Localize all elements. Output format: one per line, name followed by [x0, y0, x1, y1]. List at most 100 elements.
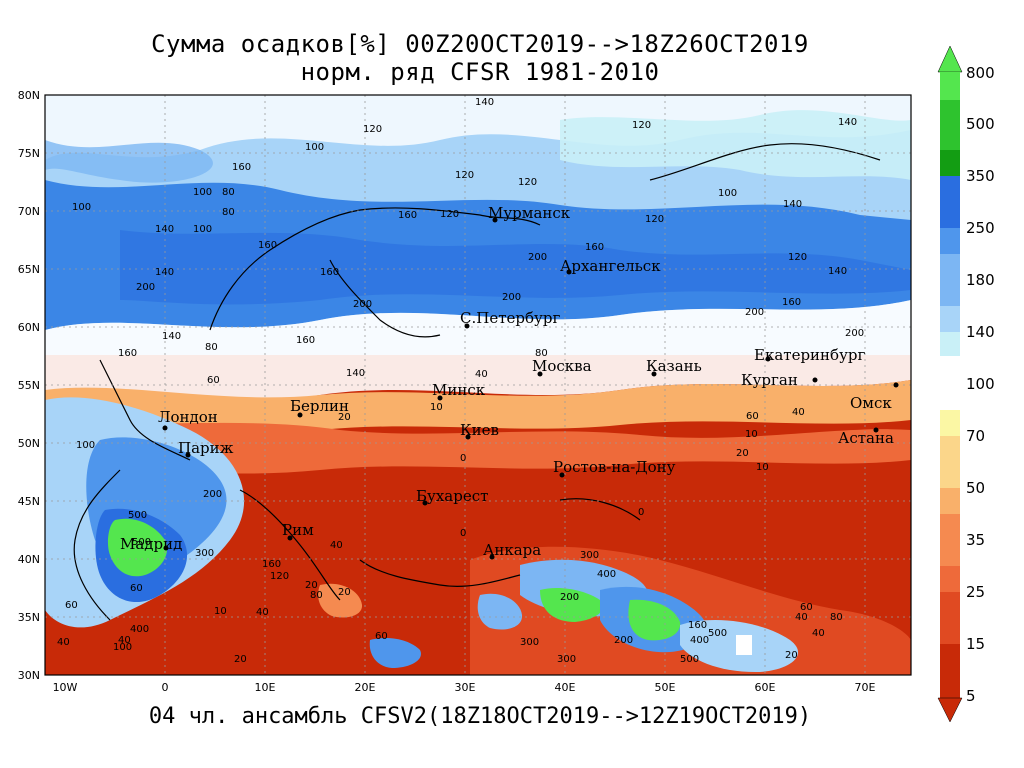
- colorbar-label: 25: [966, 583, 985, 601]
- contour-label: 20: [338, 587, 351, 598]
- contour-labels: 140 120 100 120 160 120 100 140 120 100 …: [57, 97, 864, 665]
- colorbar-label: 70: [966, 427, 985, 445]
- lat-tick-label: 35N: [18, 611, 40, 624]
- city-label: Минск: [432, 381, 486, 399]
- colorbar-label: 800: [966, 64, 995, 82]
- colorbar-bottom-arrow: [937, 697, 963, 723]
- contour-label: 400: [690, 635, 709, 646]
- contour-label: 500: [128, 510, 147, 521]
- contour-label: 160: [782, 297, 801, 308]
- lat-tick-label: 55N: [18, 379, 40, 392]
- contour-label: 200: [528, 252, 547, 263]
- lon-tick-label: 40E: [555, 681, 576, 694]
- contour-label: 500: [132, 537, 151, 548]
- contour-label: 100: [718, 188, 737, 199]
- contour-label: 160: [398, 210, 417, 221]
- contour-label: 40: [795, 612, 808, 623]
- contour-label: 160: [118, 348, 137, 359]
- contour-label: 40: [118, 635, 131, 646]
- contour-label: 20: [785, 650, 798, 661]
- colorbar-label: 500: [966, 115, 995, 133]
- contour-label: 60: [207, 375, 220, 386]
- lon-tick-label: 50E: [655, 681, 676, 694]
- lon-tick-label: 0: [162, 681, 169, 694]
- city-label: Рим: [282, 521, 314, 539]
- contour-label: 200: [560, 592, 579, 603]
- contour-label: 140: [838, 117, 857, 128]
- city-label: Астана: [838, 429, 894, 447]
- contour-label: 120: [363, 124, 382, 135]
- contour-label: 80: [205, 342, 218, 353]
- lat-tick-label: 50N: [18, 437, 40, 450]
- lon-tick-label: 10W: [53, 681, 78, 694]
- contour-label: 100: [193, 224, 212, 235]
- lon-tick-label: 10E: [255, 681, 276, 694]
- contour-label: 40: [256, 607, 269, 618]
- contour-label: 140: [475, 97, 494, 108]
- city-label: Анкара: [483, 541, 541, 559]
- colorbar-swatch: [940, 254, 960, 306]
- map-title-line-2: норм. ряд CFSR 1981-2010: [300, 58, 660, 86]
- contour-label: 160: [688, 620, 707, 631]
- colorbar-label: 140: [966, 323, 995, 341]
- colorbar-swatch: [940, 150, 960, 176]
- contour-label: 300: [557, 654, 576, 665]
- lat-lon-grid: [45, 95, 911, 675]
- contour-label: 10: [214, 606, 227, 617]
- city-label: Курган: [741, 371, 798, 389]
- contour-label: 160: [296, 335, 315, 346]
- latitude-axis: 80N 75N 70N 65N 60N 55N 50N 45N 40N 35N …: [18, 89, 40, 682]
- contour-label: 10: [745, 429, 758, 440]
- contour-label: 400: [597, 569, 616, 580]
- colorbar-label: 35: [966, 531, 985, 549]
- city-label: Мурманск: [488, 204, 571, 222]
- lon-tick-label: 70E: [855, 681, 876, 694]
- contour-label: 40: [57, 637, 70, 648]
- colorbar-swatch: [940, 644, 960, 698]
- contour-label: 160: [262, 559, 281, 570]
- contour-label: 120: [518, 177, 537, 188]
- city-label: Омск: [850, 394, 892, 412]
- colorbar-swatch: [940, 592, 960, 644]
- contour-label: 120: [440, 209, 459, 220]
- longitude-axis: 10W 0 10E 20E 30E 40E 50E 60E 70E: [53, 681, 876, 694]
- contour-label: 80: [222, 187, 235, 198]
- contour-label: 120: [455, 170, 474, 181]
- plot-frame: [44, 94, 912, 676]
- contour-label: 80: [222, 207, 235, 218]
- contour-label: 500: [708, 628, 727, 639]
- ensemble-caption: 04 чл. ансамбль CFSV2(18Z18OCT2019-->12Z…: [148, 704, 812, 729]
- colorbar-label: 100: [966, 375, 995, 393]
- contour-label: 200: [614, 635, 633, 646]
- lat-tick-label: 30N: [18, 669, 40, 682]
- contour-label: 200: [502, 292, 521, 303]
- contour-label: 10: [430, 402, 443, 413]
- lon-tick-label: 60E: [755, 681, 776, 694]
- contour-label: 160: [232, 162, 251, 173]
- contour-label: 40: [812, 628, 825, 639]
- contour-label: 500: [680, 654, 699, 665]
- contour-label: 120: [645, 214, 664, 225]
- contour-label: 140: [828, 266, 847, 277]
- contour-label: 0: [460, 528, 466, 539]
- lon-tick-label: 30E: [455, 681, 476, 694]
- contour-label: 100: [113, 642, 132, 653]
- colorbar-label: 15: [966, 635, 985, 653]
- contour-label: 80: [310, 590, 323, 601]
- contour-label: 60: [375, 631, 388, 642]
- contour-label: 300: [195, 548, 214, 559]
- city-label: Бухарест: [416, 487, 488, 505]
- city-label: Мадрид: [120, 535, 182, 553]
- lon-tick-label: 20E: [355, 681, 376, 694]
- contour-label: 120: [788, 252, 807, 263]
- contour-label: 60: [130, 583, 143, 594]
- colorbar-top-arrow: [937, 45, 963, 73]
- colorbar: 800 500 350 250 180 140 100 70 50 35 25 …: [937, 45, 995, 723]
- contour-label: 140: [346, 368, 365, 379]
- contour-label: 80: [830, 612, 843, 623]
- contour-label: 300: [520, 637, 539, 648]
- colorbar-label: 180: [966, 271, 995, 289]
- colorbar-swatch: [940, 332, 960, 356]
- lat-tick-label: 70N: [18, 205, 40, 218]
